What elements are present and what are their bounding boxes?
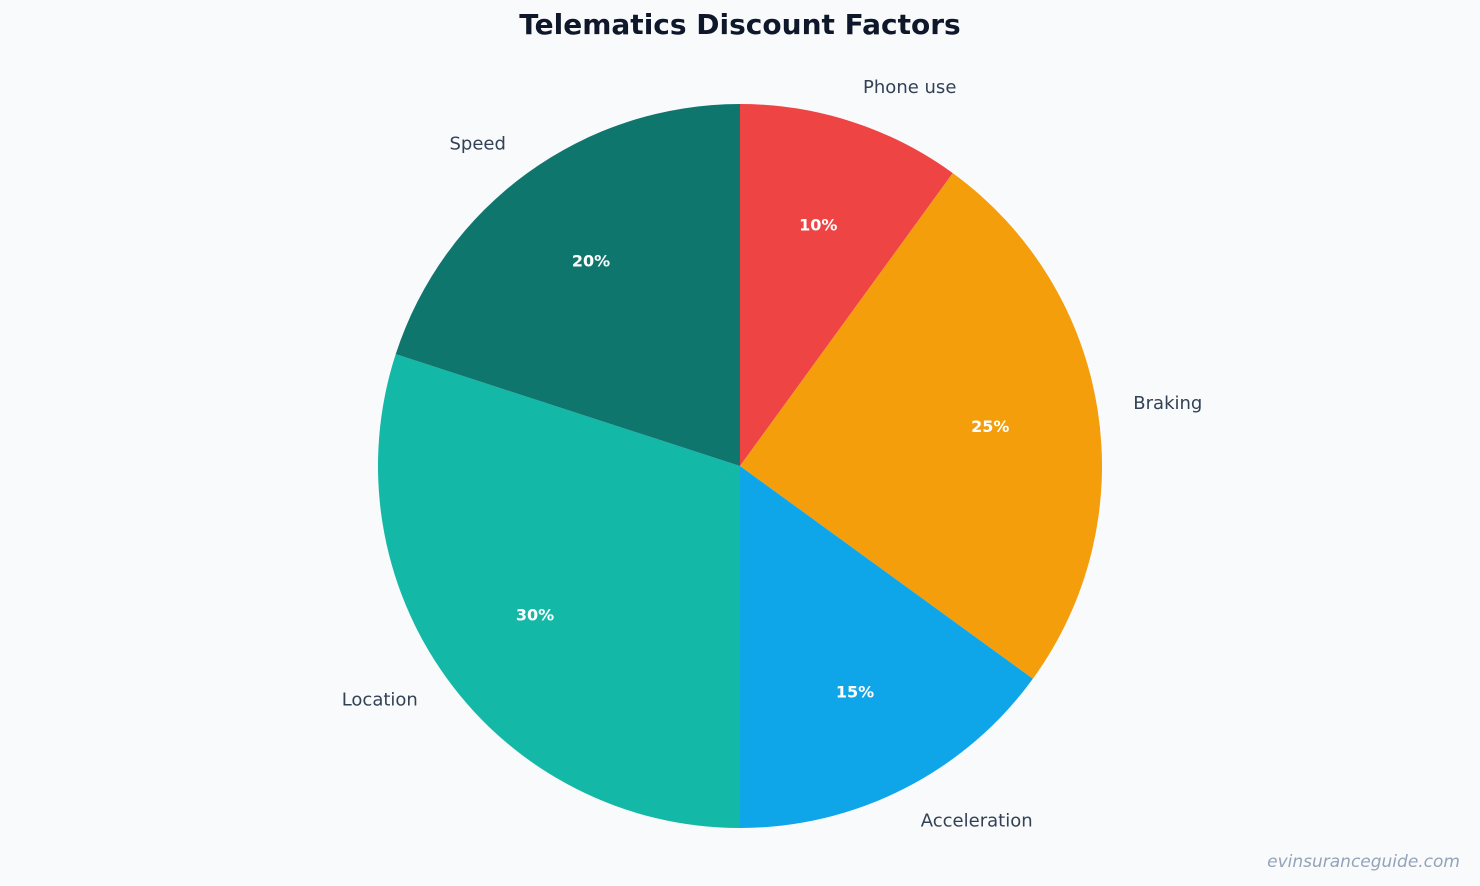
pie-slice-braking xyxy=(740,173,1102,679)
pie-percent-label-speed: 20% xyxy=(572,251,610,270)
pie-category-label-acceleration: Acceleration xyxy=(921,810,1033,831)
pie-category-labels: Phone use Braking Acceleration Location Spee… xyxy=(342,77,1203,832)
pie-percent-labels: 10% 25% 15% 30% 20% xyxy=(516,216,1010,702)
pie-slice-acceleration xyxy=(740,466,1033,828)
pie-percent-label-braking: 25% xyxy=(971,417,1009,436)
pie-category-label-speed: Speed xyxy=(450,133,506,154)
pie-slice-phone-use xyxy=(740,104,953,466)
pie-slice-speed xyxy=(395,104,740,466)
chart-title: Telematics Discount Factors xyxy=(519,8,961,41)
watermark: evinsuranceguide.com xyxy=(1267,852,1460,872)
pie-percent-label-phone-use: 10% xyxy=(799,216,837,235)
pie-slices xyxy=(377,104,1102,828)
pie-category-label-location: Location xyxy=(342,690,418,711)
pie-slice-location xyxy=(377,354,740,828)
pie-category-label-braking: Braking xyxy=(1133,393,1202,414)
pie-category-label-phone-use: Phone use xyxy=(863,77,956,98)
pie-percent-label-location: 30% xyxy=(516,605,554,624)
pie-percent-label-acceleration: 15% xyxy=(836,682,874,701)
